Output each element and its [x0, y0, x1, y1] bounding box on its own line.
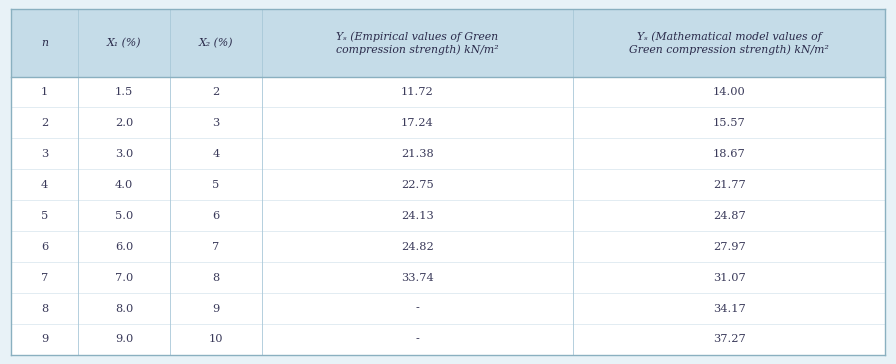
Bar — [11, 138, 885, 169]
Text: 3: 3 — [41, 149, 48, 159]
Text: X₁ (%): X₁ (%) — [107, 37, 142, 48]
Text: -: - — [416, 335, 419, 344]
Text: 6: 6 — [212, 211, 220, 221]
Text: 2.0: 2.0 — [115, 118, 134, 128]
Bar — [11, 200, 885, 231]
Bar — [11, 231, 885, 262]
Text: 1.5: 1.5 — [115, 87, 134, 97]
Text: 7: 7 — [41, 273, 48, 282]
Bar — [11, 107, 885, 138]
Text: 31.07: 31.07 — [713, 273, 745, 282]
Bar — [11, 9, 885, 76]
Text: 21.77: 21.77 — [713, 180, 745, 190]
Text: 5: 5 — [212, 180, 220, 190]
Text: 33.74: 33.74 — [401, 273, 434, 282]
Text: 5.0: 5.0 — [115, 211, 134, 221]
Text: 4.0: 4.0 — [115, 180, 134, 190]
Bar — [11, 169, 885, 200]
Text: Yₛ (Mathematical model values of
Green compression strength) kN/m²: Yₛ (Mathematical model values of Green c… — [629, 31, 829, 55]
Bar — [11, 324, 885, 355]
Text: 22.75: 22.75 — [401, 180, 434, 190]
Text: 6: 6 — [41, 242, 48, 252]
Text: 8: 8 — [212, 273, 220, 282]
Text: 15.57: 15.57 — [713, 118, 745, 128]
Text: 7.0: 7.0 — [115, 273, 134, 282]
Text: 9: 9 — [41, 335, 48, 344]
Text: 9: 9 — [212, 304, 220, 313]
Text: 24.87: 24.87 — [713, 211, 745, 221]
Text: 7: 7 — [212, 242, 220, 252]
Bar — [11, 76, 885, 107]
Text: 24.82: 24.82 — [401, 242, 434, 252]
Text: 24.13: 24.13 — [401, 211, 434, 221]
Text: 1: 1 — [41, 87, 48, 97]
Text: 14.00: 14.00 — [713, 87, 745, 97]
Text: Yₛ (Empirical values of Green
compression strength) kN/m²: Yₛ (Empirical values of Green compressio… — [336, 31, 499, 55]
Text: 2: 2 — [212, 87, 220, 97]
Text: 2: 2 — [41, 118, 48, 128]
Text: 5: 5 — [41, 211, 48, 221]
Text: 37.27: 37.27 — [713, 335, 745, 344]
Bar — [11, 262, 885, 293]
Text: 18.67: 18.67 — [713, 149, 745, 159]
Text: -: - — [416, 304, 419, 313]
Text: 8.0: 8.0 — [115, 304, 134, 313]
Text: 27.97: 27.97 — [713, 242, 745, 252]
Text: 17.24: 17.24 — [401, 118, 434, 128]
Text: 4: 4 — [41, 180, 48, 190]
Text: 11.72: 11.72 — [401, 87, 434, 97]
Text: 34.17: 34.17 — [713, 304, 745, 313]
Text: 4: 4 — [212, 149, 220, 159]
Text: 21.38: 21.38 — [401, 149, 434, 159]
Text: 6.0: 6.0 — [115, 242, 134, 252]
Text: 8: 8 — [41, 304, 48, 313]
Text: 9.0: 9.0 — [115, 335, 134, 344]
Text: n: n — [41, 38, 47, 48]
Text: 10: 10 — [209, 335, 223, 344]
Text: 3.0: 3.0 — [115, 149, 134, 159]
Bar — [11, 293, 885, 324]
Text: 3: 3 — [212, 118, 220, 128]
Text: X₂ (%): X₂ (%) — [199, 37, 233, 48]
